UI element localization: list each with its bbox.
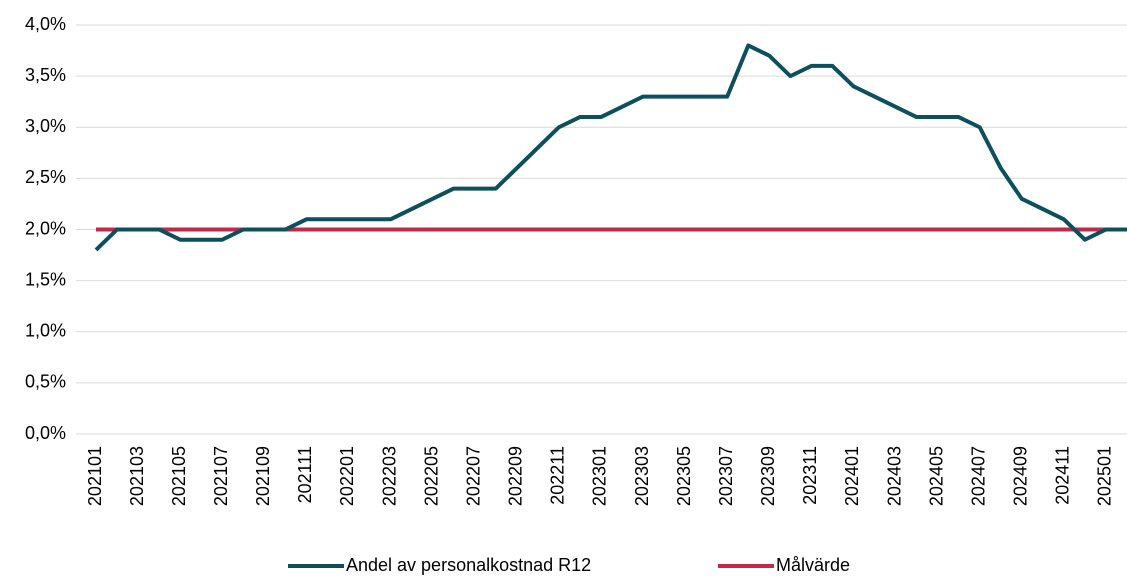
y-tick-label: 3,5%	[25, 65, 66, 85]
x-tick-label: 202305	[674, 446, 694, 506]
series-line	[94, 43, 1127, 252]
y-tick-label: 1,5%	[25, 269, 66, 289]
y-tick-label: 0,5%	[25, 372, 66, 392]
x-tick-label: 202203	[379, 446, 399, 506]
x-tick-label: 202209	[506, 446, 526, 506]
x-tick-label: 202501	[1095, 446, 1115, 506]
x-tick-label: 202201	[337, 446, 357, 506]
x-tick-label: 202211	[548, 446, 568, 505]
x-tick-label: 202103	[127, 446, 147, 506]
x-tick-label: 202403	[884, 446, 904, 506]
x-tick-label: 202207	[463, 446, 483, 506]
x-tick-label: 202109	[253, 446, 273, 506]
y-tick-label: 1,0%	[25, 321, 66, 341]
x-tick-label: 202307	[716, 446, 736, 506]
y-tick-label: 4,0%	[25, 14, 66, 34]
y-tick-label: 0,0%	[25, 423, 66, 443]
x-tick-label: 202311	[800, 446, 820, 505]
x-tick-label: 202409	[1011, 446, 1031, 506]
x-tick-label: 202407	[968, 446, 988, 506]
x-tick-label: 202101	[85, 446, 105, 506]
x-tick-label: 202411	[1053, 446, 1073, 505]
x-tick-label: 202303	[632, 446, 652, 506]
x-tick-label: 202405	[926, 446, 946, 506]
x-tick-label: 202111	[295, 446, 315, 503]
x-tick-label: 202105	[169, 446, 189, 506]
y-tick-label: 3,0%	[25, 116, 66, 136]
x-tick-label: 202205	[421, 446, 441, 506]
y-tick-label: 2,5%	[25, 167, 66, 187]
x-tick-label: 202401	[842, 446, 862, 506]
x-tick-label: 202309	[758, 446, 778, 506]
legend-label: Andel av personalkostnad R12	[346, 555, 591, 575]
x-tick-label: 202107	[211, 446, 231, 506]
legend-label: Målvärde	[776, 555, 850, 575]
y-tick-label: 2,0%	[25, 218, 66, 238]
x-tick-label: 202301	[590, 446, 610, 506]
